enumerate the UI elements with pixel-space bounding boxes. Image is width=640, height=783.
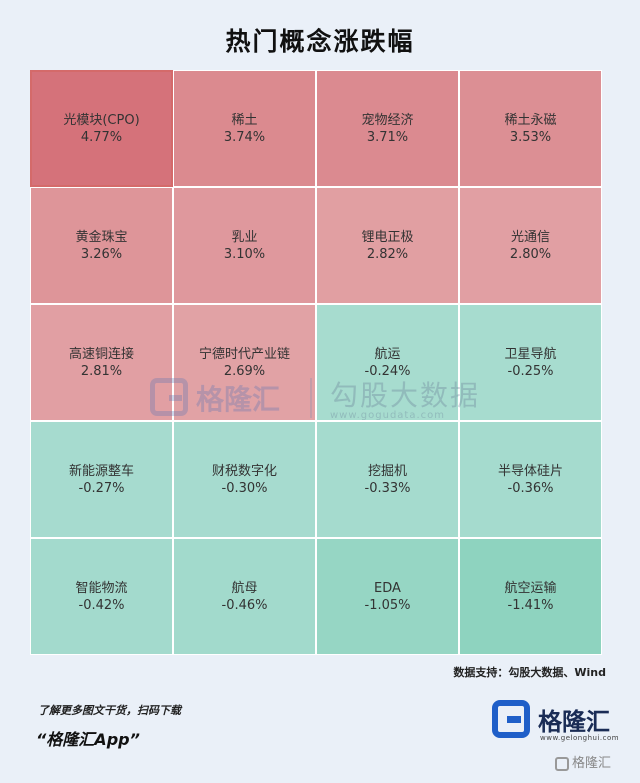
- heatmap-cell-name: 半导体硅片: [497, 463, 563, 479]
- heatmap-cell-name: 宁德时代产业链: [198, 346, 290, 362]
- heatmap-cell: 航母 -0.46%: [173, 538, 316, 655]
- heatmap-cell-value: -0.25%: [507, 363, 554, 379]
- heatmap-cell-name: 稀土永磁: [504, 112, 557, 128]
- heatmap-cell-name: 高速铜连接: [68, 346, 134, 362]
- heatmap-cell-name: 锂电正极: [361, 229, 414, 245]
- heatmap-cell-value: 3.26%: [80, 246, 123, 262]
- heatmap-cell-name: 航空运输: [504, 580, 557, 596]
- heatmap-cell-value: 3.10%: [223, 246, 266, 262]
- heatmap-cell-name: 光模块(CPO): [63, 112, 140, 128]
- heatmap-cell-name: 航母: [231, 580, 258, 596]
- heatmap-cell-value: -0.27%: [78, 480, 125, 496]
- heatmap-cell-name: 稀土: [231, 112, 258, 128]
- heatmap-cell-value: -0.36%: [507, 480, 554, 496]
- heatmap-cell: 财税数字化 -0.30%: [173, 421, 316, 538]
- heatmap-cell: 锂电正极 2.82%: [316, 187, 459, 304]
- heatmap-cell-value: 3.53%: [509, 129, 552, 145]
- heatmap-cell-value: 4.77%: [80, 129, 123, 145]
- promo-text: 了解更多图文干货，扫码下载: [38, 704, 181, 717]
- data-source: 数据支持：勾股大数据、Wind: [453, 666, 606, 679]
- heatmap-cell-name: 挖掘机: [367, 463, 407, 479]
- heatmap-cell-value: 3.74%: [223, 129, 266, 145]
- heatmap-cell-value: 2.69%: [223, 363, 266, 379]
- heatmap-cell-value: 2.81%: [80, 363, 123, 379]
- heatmap-cell: 乳业 3.10%: [173, 187, 316, 304]
- heatmap-cell: 航空运输 -1.41%: [459, 538, 602, 655]
- heatmap-cell: 卫星导航 -0.25%: [459, 304, 602, 421]
- chart-title: 热门概念涨跌幅: [225, 27, 415, 56]
- heatmap-cell-name: 智能物流: [75, 580, 128, 596]
- heatmap-cell: EDA -1.05%: [316, 538, 459, 655]
- heatmap-cell: 光模块(CPO) 4.77%: [30, 70, 173, 187]
- heatmap-cell-name: 新能源整车: [68, 463, 134, 479]
- promo-app-name: “格隆汇App”: [36, 730, 140, 749]
- corner-logo-icon: [555, 756, 569, 771]
- heatmap-cell: 黄金珠宝 3.26%: [30, 187, 173, 304]
- heatmap-cell-name: 财税数字化: [211, 463, 277, 479]
- heatmap-cell-value: -0.24%: [364, 363, 411, 379]
- heatmap-cell: 新能源整车 -0.27%: [30, 421, 173, 538]
- heatmap-cell: 挖掘机 -0.33%: [316, 421, 459, 538]
- heatmap-cell: 稀土永磁 3.53%: [459, 70, 602, 187]
- heatmap-cell: 高速铜连接 2.81%: [30, 304, 173, 421]
- heatmap-cell-name: 乳业: [231, 229, 258, 245]
- heatmap-cell-name: 航运: [374, 346, 401, 362]
- heatmap-cell-value: 2.82%: [366, 246, 409, 262]
- corner-watermark-text: 格隆汇: [572, 756, 612, 771]
- heatmap-cell-name: 卫星导航: [504, 346, 557, 362]
- heatmap-cell-name: 宠物经济: [361, 112, 414, 128]
- heatmap-cell-value: -0.30%: [221, 480, 268, 496]
- heatmap-cell: 宁德时代产业链 2.69%: [173, 304, 316, 421]
- brand-logo-icon: [492, 700, 532, 740]
- heatmap-cell-name: EDA: [374, 580, 401, 596]
- heatmap-cell: 航运 -0.24%: [316, 304, 459, 421]
- heatmap-cell-value: -0.46%: [221, 597, 268, 613]
- heatmap-cell-value: -1.41%: [507, 597, 554, 613]
- heatmap-cell-name: 黄金珠宝: [75, 229, 128, 245]
- heatmap-cell-value: 3.71%: [366, 129, 409, 145]
- corner-watermark: 格隆汇: [555, 752, 611, 771]
- brand-url: www.gelonghui.com: [540, 734, 620, 742]
- heatmap-grid: 光模块(CPO) 4.77% 稀土 3.74% 宠物经济 3.71% 稀土永磁 3.53% 黄金…: [30, 70, 602, 655]
- heatmap-cell-value: 2.80%: [509, 246, 552, 262]
- heatmap-cell-value: -0.42%: [78, 597, 125, 613]
- brand-name: 格隆汇: [538, 708, 610, 736]
- heatmap-cell-name: 光通信: [510, 229, 550, 245]
- heatmap-cell: 宠物经济 3.71%: [316, 70, 459, 187]
- heatmap-cell-value: -1.05%: [364, 597, 411, 613]
- heatmap-cell: 智能物流 -0.42%: [30, 538, 173, 655]
- heatmap-cell-value: -0.33%: [364, 480, 411, 496]
- heatmap-cell: 半导体硅片 -0.36%: [459, 421, 602, 538]
- heatmap-cell: 光通信 2.80%: [459, 187, 602, 304]
- heatmap-cell: 稀土 3.74%: [173, 70, 316, 187]
